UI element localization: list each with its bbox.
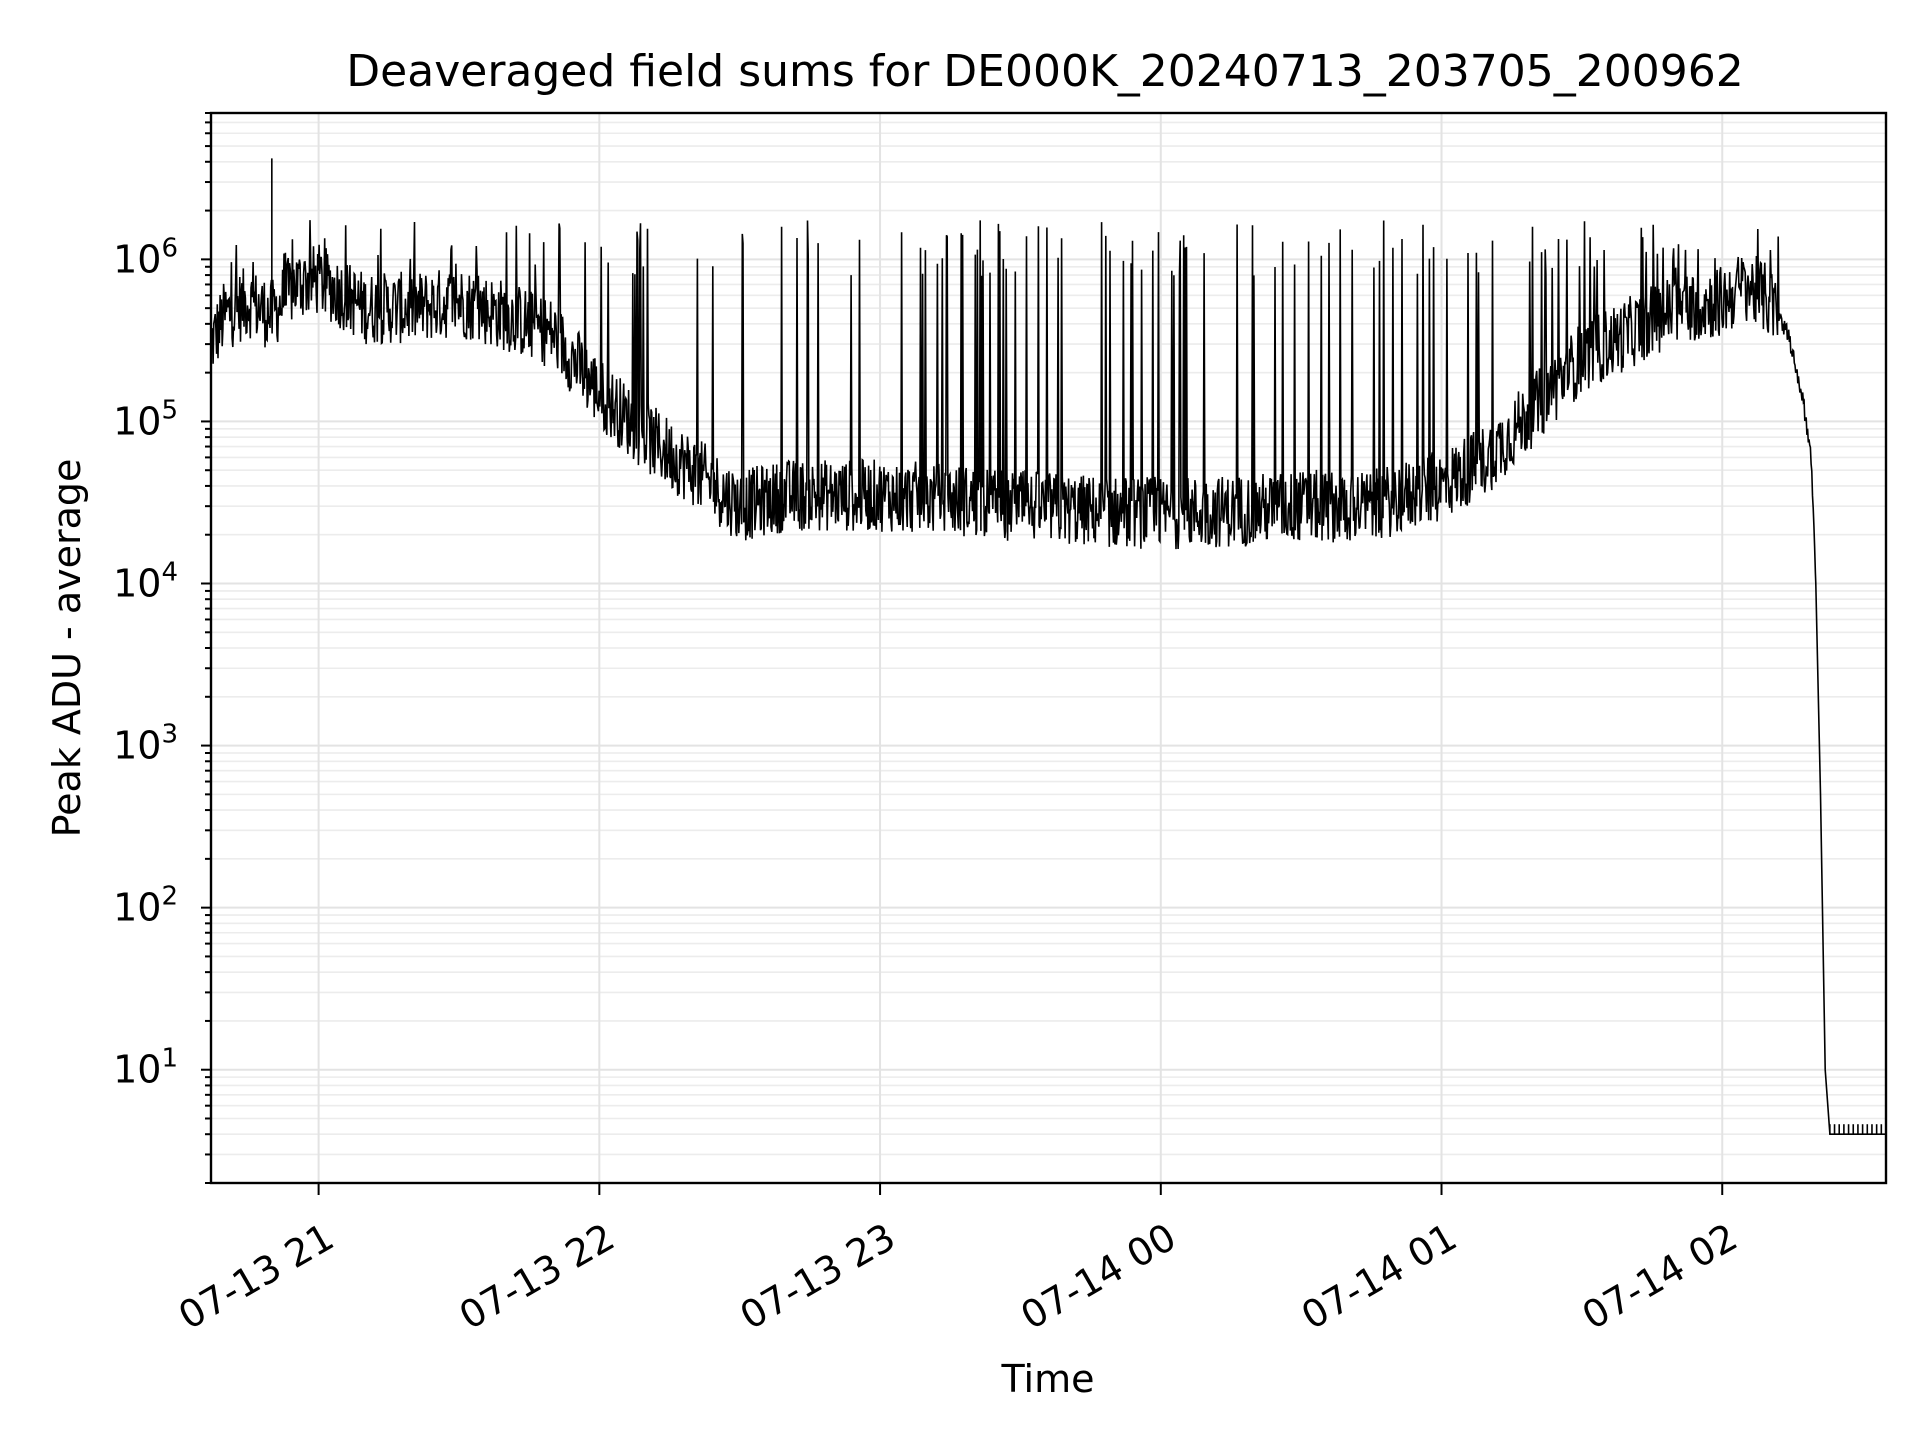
series-layer [210, 158, 1887, 1135]
y-tick-label: 106 [113, 233, 178, 281]
y-tick-label: 102 [113, 882, 178, 930]
y-axis-label: Peak ADU - average [45, 459, 89, 838]
y-tick-label: 105 [113, 395, 178, 443]
y-tick-label: 101 [113, 1044, 178, 1092]
chart-title: Deaveraged field sums for DE000K_2024071… [346, 46, 1743, 97]
x-axis-label: Time [1001, 1357, 1095, 1401]
y-tick-label: 103 [113, 720, 178, 768]
y-tick-label: 104 [113, 558, 178, 606]
series-line [210, 220, 1886, 1135]
